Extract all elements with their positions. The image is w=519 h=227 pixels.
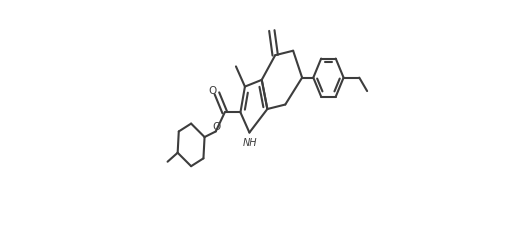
Text: O: O: [208, 86, 216, 96]
Text: NH: NH: [242, 138, 257, 148]
Text: O: O: [212, 122, 221, 132]
